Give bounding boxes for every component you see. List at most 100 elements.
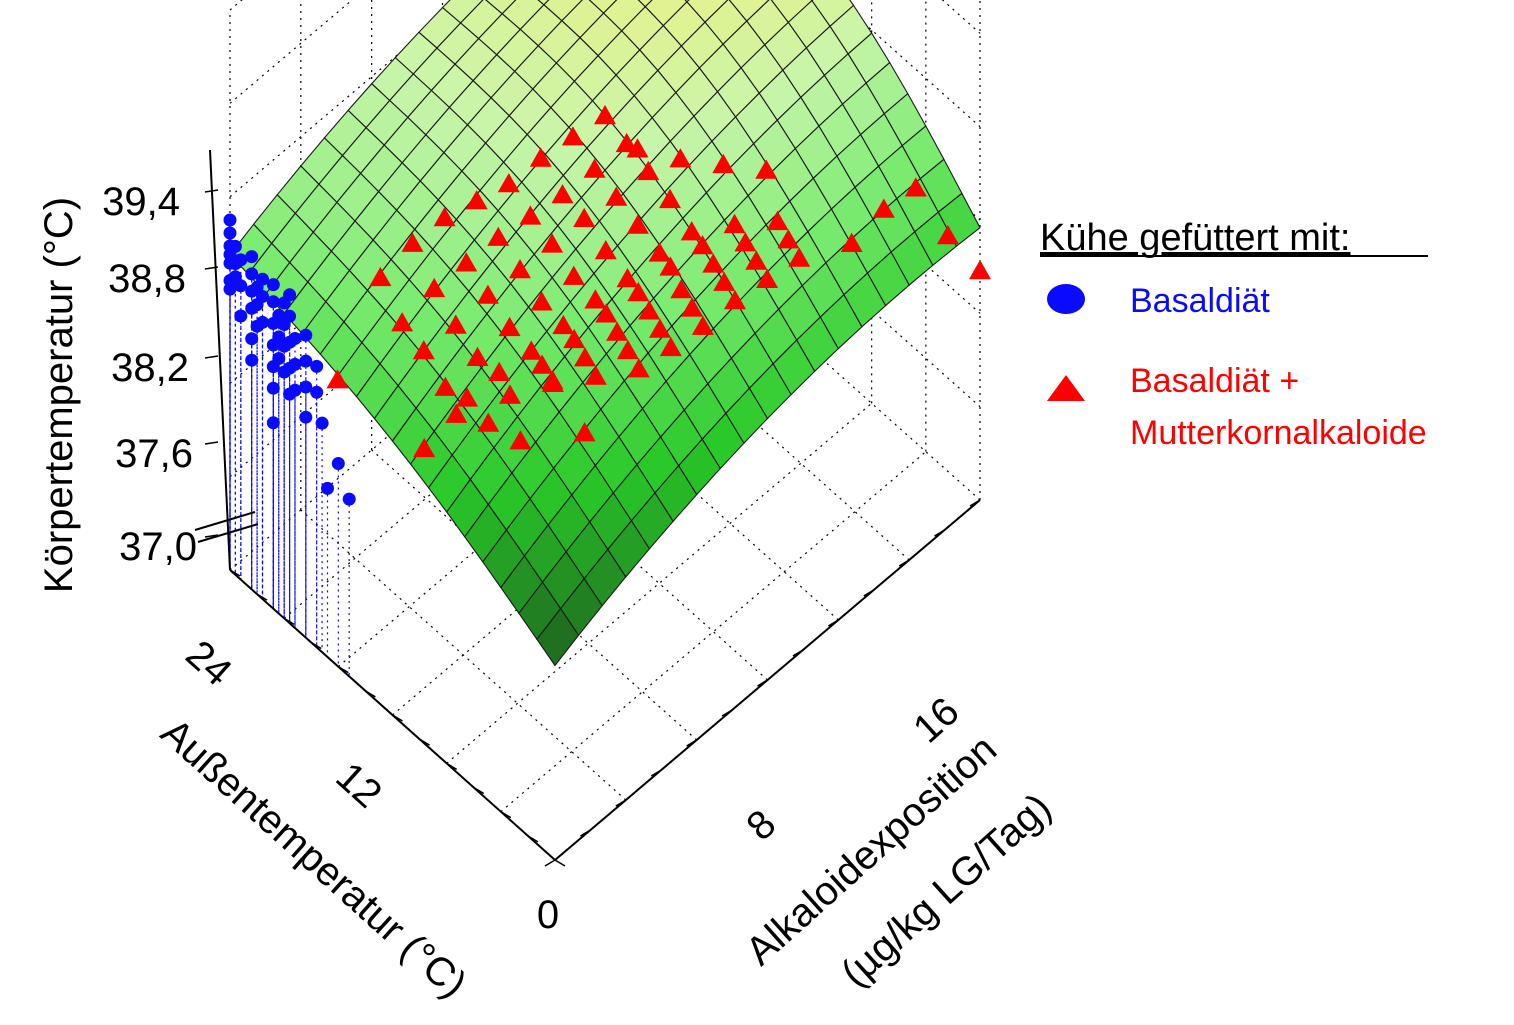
point-ergot: [713, 271, 736, 291]
point-ergot: [840, 232, 863, 252]
point-basal: [234, 309, 248, 323]
point-ergot: [326, 369, 349, 389]
point-ergot: [936, 225, 959, 245]
y-axis-tick: [969, 499, 981, 507]
point-basal: [266, 278, 280, 292]
point-basal: [256, 272, 269, 286]
point-ergot: [766, 210, 789, 231]
point-ergot: [552, 314, 575, 335]
y-axis-tick: [686, 739, 698, 747]
z-axis-break: [197, 523, 259, 543]
x-axis-tick: [554, 859, 566, 867]
point-ergot: [466, 346, 489, 366]
point-ergot: [573, 207, 596, 227]
point-ergot: [659, 336, 682, 357]
point-ergot: [584, 365, 607, 385]
point-ergot: [520, 340, 543, 360]
point-ergot: [669, 148, 692, 168]
point-ergot: [423, 277, 446, 298]
point-basal: [288, 332, 302, 345]
point-ergot: [541, 370, 564, 390]
point-ergot: [723, 213, 746, 234]
point-basal: [288, 357, 302, 371]
point-basal: [342, 492, 356, 506]
point-ergot: [638, 300, 661, 320]
x-axis-tick: [337, 666, 349, 674]
point-basal: [310, 359, 324, 373]
point-basal: [331, 457, 345, 470]
point-ergot: [561, 126, 584, 146]
y-axis-tick: [898, 559, 910, 567]
point-basal: [321, 481, 334, 495]
point-ergot: [583, 158, 606, 178]
point-ergot: [756, 268, 779, 288]
point-ergot: [584, 289, 607, 309]
x-axis-tick: [365, 690, 376, 698]
z-tick-label: 37,0: [119, 525, 197, 569]
point-basal: [299, 354, 313, 368]
point-basal: [266, 295, 280, 309]
point-ergot: [455, 252, 478, 272]
point-basal: [245, 353, 259, 367]
x-axis-tick: [527, 835, 539, 843]
floor-gridline: [500, 451, 927, 813]
point-basal: [299, 328, 313, 342]
floor-gridline: [337, 306, 764, 668]
point-ergot: [498, 316, 521, 337]
y-axis-tick: [792, 649, 804, 657]
y-tick-label: 0: [537, 893, 559, 937]
point-basal: [288, 383, 302, 397]
x-axis-tick: [500, 811, 512, 819]
point-ergot: [691, 315, 714, 335]
point-ergot: [476, 284, 499, 304]
point-ergot: [626, 214, 649, 234]
point-ergot: [497, 173, 520, 193]
point-ergot: [574, 347, 596, 367]
point-ergot: [969, 259, 991, 280]
point-basal: [266, 416, 280, 430]
point-basal: [245, 250, 259, 264]
z-tick-label: 38,2: [111, 346, 189, 390]
point-ergot: [872, 198, 895, 218]
z-tick-label: 38,8: [108, 257, 186, 301]
point-ergot: [724, 290, 746, 310]
point-basal: [256, 315, 269, 329]
y-axis-tick: [615, 799, 627, 807]
point-basal: [223, 282, 237, 296]
floor-gridline: [300, 509, 627, 801]
point-ergot: [745, 250, 768, 270]
point-ergot: [649, 318, 671, 338]
point-ergot: [562, 265, 585, 285]
z-axis-line: [209, 149, 231, 571]
x-axis-tick: [310, 641, 322, 650]
legend-marker-triangle: [1047, 375, 1085, 401]
z-axis-tick: [204, 266, 219, 270]
point-ergot: [681, 297, 704, 317]
point-ergot: [616, 339, 639, 360]
point-ergot: [659, 188, 681, 209]
x-axis-tick: [419, 738, 430, 746]
point-ergot: [541, 233, 564, 253]
point-ergot: [465, 190, 488, 210]
z-axis-break: [194, 511, 256, 531]
point-basal: [266, 381, 280, 395]
data-points: [223, 104, 991, 506]
y-axis-tick: [827, 619, 839, 627]
point-ergot: [391, 312, 414, 332]
z-tick-label: 39,4: [102, 180, 180, 224]
point-ergot: [412, 340, 435, 360]
point-ergot: [595, 303, 618, 323]
surface-cell: [637, 0, 653, 8]
point-ergot: [488, 361, 511, 381]
surface-cell: [537, 0, 550, 6]
point-basal: [310, 385, 324, 399]
point-ergot: [777, 229, 800, 249]
z-tick-label: 37,6: [115, 432, 193, 476]
point-basal: [228, 239, 242, 253]
point-ergot: [529, 147, 552, 167]
y-axis-tick: [721, 709, 733, 717]
point-ergot: [433, 207, 456, 227]
point-ergot: [434, 376, 457, 396]
floor-gridline: [446, 402, 873, 764]
point-ergot: [616, 268, 639, 288]
